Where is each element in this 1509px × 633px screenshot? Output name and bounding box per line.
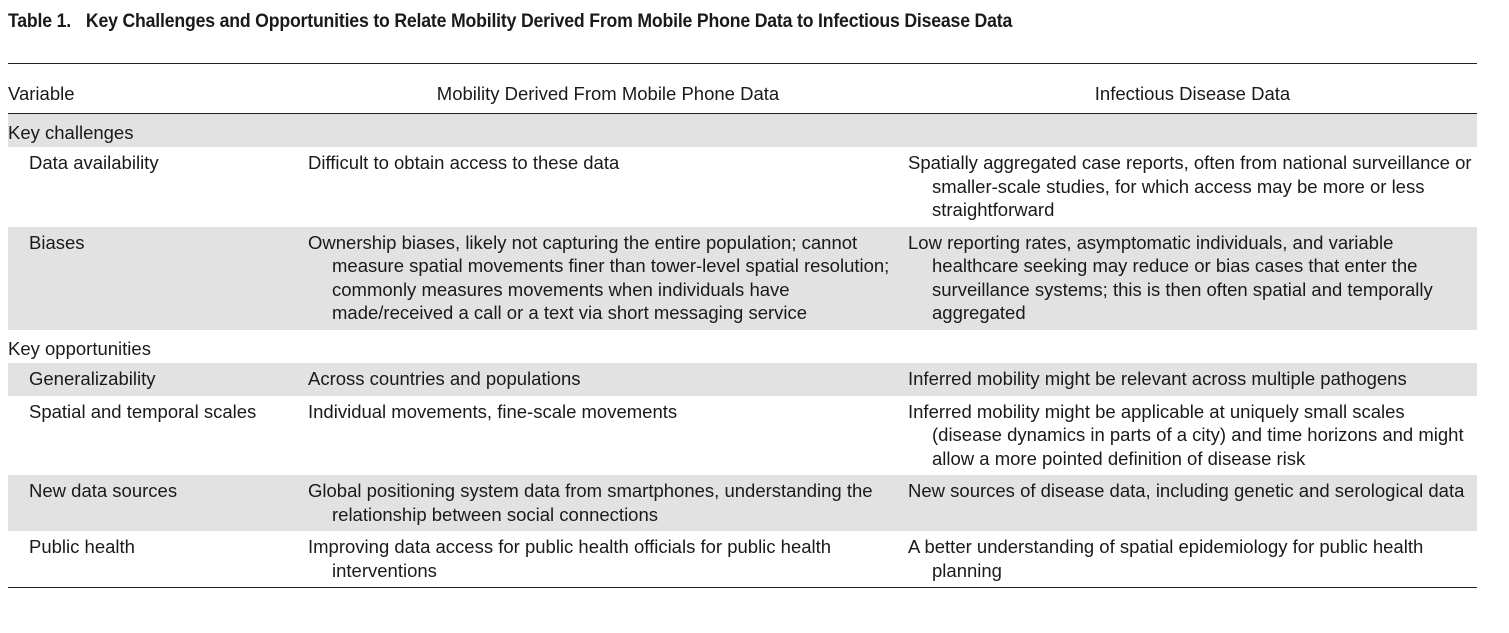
- row-variable: Spatial and temporal scales: [29, 400, 257, 422]
- table-row: Biases Ownership biases, likely not capt…: [8, 226, 1477, 330]
- row-disease: Low reporting rates, asymptomatic indivi…: [908, 231, 1433, 324]
- section-row: Key challenges: [8, 113, 1477, 147]
- table-row: Generalizability Across countries and po…: [8, 363, 1477, 396]
- row-variable: Data availability: [29, 152, 159, 173]
- row-mobility: Improving data access for public health …: [308, 536, 832, 581]
- section-row: Key opportunities: [8, 330, 1477, 364]
- header-disease: Infectious Disease Data: [1094, 83, 1291, 104]
- challenges-table: Variable Mobility Derived From Mobile Ph…: [8, 63, 1477, 588]
- table-row: Public health Improving data access for …: [8, 531, 1477, 588]
- table-caption-label: Table 1.: [8, 11, 72, 32]
- row-mobility: Difficult to obtain access to these data: [308, 152, 620, 173]
- table-row: Spatial and temporal scales Individual m…: [8, 396, 1477, 476]
- row-disease: Inferred mobility might be applicable at…: [908, 400, 1464, 469]
- table-row: New data sources Global positioning syst…: [8, 475, 1477, 531]
- row-variable: New data sources: [29, 480, 178, 501]
- section-title: Key challenges: [8, 121, 134, 143]
- row-variable: Generalizability: [29, 368, 156, 389]
- row-mobility: Individual movements, fine-scale movemen…: [308, 400, 678, 422]
- row-variable: Biases: [29, 231, 85, 253]
- table-caption: Table 1. Key Challenges and Opportunities…: [8, 11, 1012, 33]
- row-disease: New sources of disease data, including g…: [908, 480, 1465, 501]
- section-title: Key opportunities: [8, 337, 151, 359]
- row-mobility: Across countries and populations: [308, 368, 581, 389]
- table-header-row: Variable Mobility Derived From Mobile Ph…: [8, 63, 1477, 113]
- row-mobility: Global positioning system data from smar…: [308, 480, 873, 525]
- row-disease: Spatially aggregated case reports, often…: [908, 152, 1472, 220]
- header-mobility: Mobility Derived From Mobile Phone Data: [436, 83, 780, 104]
- row-mobility: Ownership biases, likely not capturing t…: [308, 231, 890, 324]
- row-disease: A better understanding of spatial epidem…: [908, 536, 1424, 581]
- table-caption-title: Key Challenges and Opportunities to Rela…: [85, 11, 1013, 32]
- table-row: Data availability Difficult to obtain ac…: [8, 147, 1477, 227]
- row-disease: Inferred mobility might be relevant acro…: [908, 368, 1407, 389]
- row-variable: Public health: [29, 536, 135, 557]
- header-variable: Variable: [8, 83, 75, 104]
